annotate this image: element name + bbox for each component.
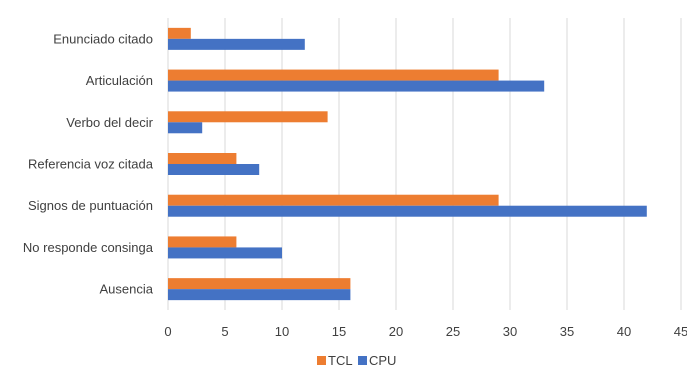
x-tick-label: 30	[503, 324, 517, 339]
category-label: Enunciado citado	[53, 31, 153, 46]
category-label: No responde consinga	[23, 240, 154, 255]
x-tick-label: 15	[332, 324, 346, 339]
category-label: Ausencia	[100, 282, 154, 297]
bar-tcl-3	[168, 153, 237, 164]
category-label: Articulación	[86, 73, 153, 88]
bar-cpu-5	[168, 247, 282, 259]
bar-tcl-6	[168, 278, 351, 290]
bar-tcl-5	[168, 236, 237, 248]
legend-label: TCL	[328, 353, 353, 368]
bar-tcl-4	[168, 194, 499, 206]
bar-cpu-6	[168, 289, 351, 301]
bar-cpu-2	[168, 122, 203, 134]
x-tick-label: 25	[446, 324, 460, 339]
bar-cpu-3	[168, 164, 260, 175]
gridlines	[167, 18, 682, 310]
bar-cpu-4	[168, 205, 647, 217]
category-label: Signos de puntuación	[28, 198, 153, 213]
bar-cpu-1	[168, 80, 545, 92]
x-tick-label: 5	[221, 324, 228, 339]
bars	[168, 27, 647, 301]
legend: TCL CPU	[317, 353, 396, 368]
x-tick-label: 45	[674, 324, 687, 339]
legend-item-tcl: TCL	[317, 353, 353, 368]
x-tick-label: 10	[275, 324, 289, 339]
category-label: Referencia voz citada	[28, 157, 154, 172]
x-tick-label: 20	[389, 324, 403, 339]
bar-tcl-1	[168, 69, 499, 81]
x-axis-tick-labels: 0 5 10 15 20 25 30 35 40 45	[164, 324, 687, 339]
bar-tcl-0	[168, 27, 191, 39]
category-label: Verbo del decir	[66, 115, 153, 130]
legend-item-cpu: CPU	[358, 353, 396, 368]
x-tick-label: 40	[617, 324, 631, 339]
x-tick-label: 0	[164, 324, 171, 339]
category-labels: Enunciado citado Articulación Verbo del de…	[23, 31, 154, 296]
x-tick-label: 35	[560, 324, 574, 339]
legend-label: CPU	[369, 353, 396, 368]
legend-swatch	[358, 356, 367, 365]
bar-cpu-0	[168, 38, 305, 50]
bar-tcl-2	[168, 111, 328, 123]
legend-swatch	[317, 356, 326, 365]
